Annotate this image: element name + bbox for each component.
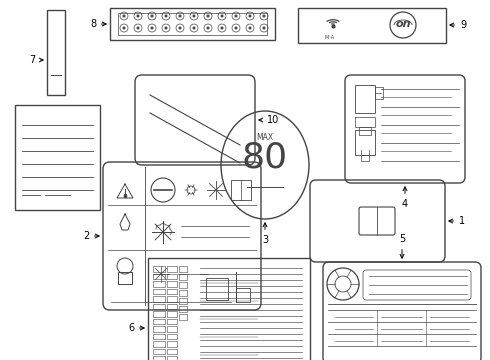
Bar <box>236 288 250 302</box>
Bar <box>167 326 177 332</box>
Bar <box>355 85 375 113</box>
Bar <box>167 333 177 339</box>
Bar <box>153 303 165 309</box>
Bar <box>231 180 251 200</box>
Bar <box>179 290 187 296</box>
Circle shape <box>206 27 210 30</box>
Text: 6: 6 <box>128 323 144 333</box>
Bar <box>118 13 267 35</box>
Bar <box>153 356 165 360</box>
Circle shape <box>263 27 266 30</box>
Bar <box>179 306 187 312</box>
Circle shape <box>248 27 251 30</box>
Bar <box>153 341 165 346</box>
Bar <box>167 303 177 309</box>
Bar <box>167 319 177 324</box>
Circle shape <box>193 27 196 30</box>
Bar <box>118 272 132 284</box>
Bar <box>179 282 187 288</box>
Text: 1: 1 <box>449 216 465 226</box>
Bar <box>153 333 165 339</box>
Bar <box>355 130 375 155</box>
Bar <box>167 356 177 360</box>
Text: 80: 80 <box>242 140 288 174</box>
Text: 2: 2 <box>83 231 99 241</box>
Bar <box>167 311 177 316</box>
Circle shape <box>178 14 181 18</box>
Circle shape <box>220 27 223 30</box>
Bar <box>153 288 165 294</box>
Text: on: on <box>395 19 411 29</box>
Circle shape <box>193 14 196 18</box>
Bar <box>179 266 187 272</box>
Bar <box>355 117 375 127</box>
Circle shape <box>122 14 125 18</box>
Bar <box>298 8 446 43</box>
Circle shape <box>235 14 238 18</box>
Bar <box>359 127 371 135</box>
Bar <box>110 8 275 40</box>
Circle shape <box>122 27 125 30</box>
Bar <box>167 341 177 346</box>
Circle shape <box>178 27 181 30</box>
Circle shape <box>137 27 140 30</box>
Bar <box>153 266 165 271</box>
Circle shape <box>165 27 168 30</box>
Bar <box>148 258 310 360</box>
Bar <box>167 281 177 287</box>
Bar <box>153 319 165 324</box>
Bar <box>179 274 187 280</box>
Text: 4: 4 <box>402 187 408 209</box>
Circle shape <box>137 14 140 18</box>
Circle shape <box>248 14 251 18</box>
Text: 10: 10 <box>259 115 279 125</box>
Bar <box>153 326 165 332</box>
Text: MAX: MAX <box>256 132 273 141</box>
Bar <box>153 348 165 354</box>
Circle shape <box>150 27 153 30</box>
Bar <box>153 281 165 287</box>
Bar <box>179 298 187 304</box>
Bar <box>167 288 177 294</box>
Text: M A: M A <box>325 35 335 40</box>
Bar <box>153 311 165 316</box>
Bar <box>167 266 177 271</box>
Text: 8: 8 <box>90 19 106 29</box>
Bar <box>47 10 65 95</box>
Text: 9: 9 <box>450 20 466 30</box>
Bar <box>167 296 177 302</box>
Bar <box>167 348 177 354</box>
Text: 5: 5 <box>399 234 405 258</box>
Circle shape <box>235 27 238 30</box>
Text: 3: 3 <box>262 223 268 245</box>
Bar <box>206 278 228 300</box>
Bar <box>179 314 187 320</box>
Bar <box>361 155 369 161</box>
Circle shape <box>165 14 168 18</box>
Circle shape <box>263 14 266 18</box>
Circle shape <box>206 14 210 18</box>
Bar <box>153 274 165 279</box>
Circle shape <box>220 14 223 18</box>
Bar <box>15 105 100 210</box>
Circle shape <box>150 14 153 18</box>
Bar <box>375 87 383 99</box>
Bar <box>153 296 165 302</box>
Text: 7: 7 <box>29 55 43 65</box>
Bar <box>167 274 177 279</box>
